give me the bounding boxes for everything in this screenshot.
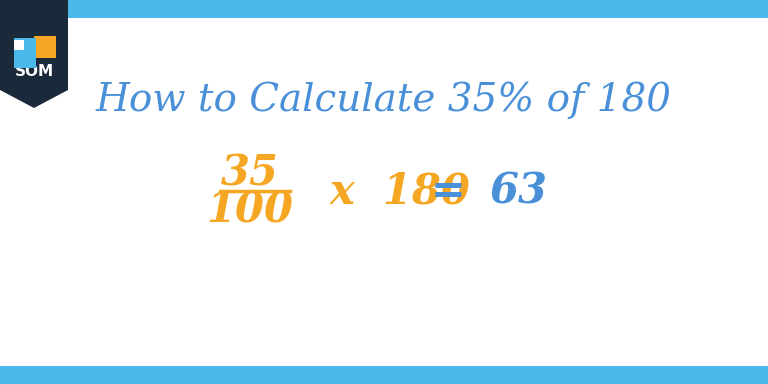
Text: 35: 35	[221, 153, 279, 195]
FancyBboxPatch shape	[14, 38, 36, 68]
FancyBboxPatch shape	[0, 0, 68, 90]
Text: 100: 100	[207, 188, 293, 230]
Text: How to Calculate 35% of 180: How to Calculate 35% of 180	[96, 81, 672, 119]
FancyBboxPatch shape	[0, 0, 768, 18]
Polygon shape	[0, 90, 68, 108]
Text: SOM: SOM	[15, 65, 54, 79]
FancyBboxPatch shape	[0, 366, 768, 384]
Text: 63: 63	[490, 170, 548, 212]
Text: x  180: x 180	[330, 170, 471, 212]
FancyBboxPatch shape	[14, 40, 24, 50]
FancyBboxPatch shape	[34, 36, 56, 58]
Text: =: =	[431, 170, 465, 212]
